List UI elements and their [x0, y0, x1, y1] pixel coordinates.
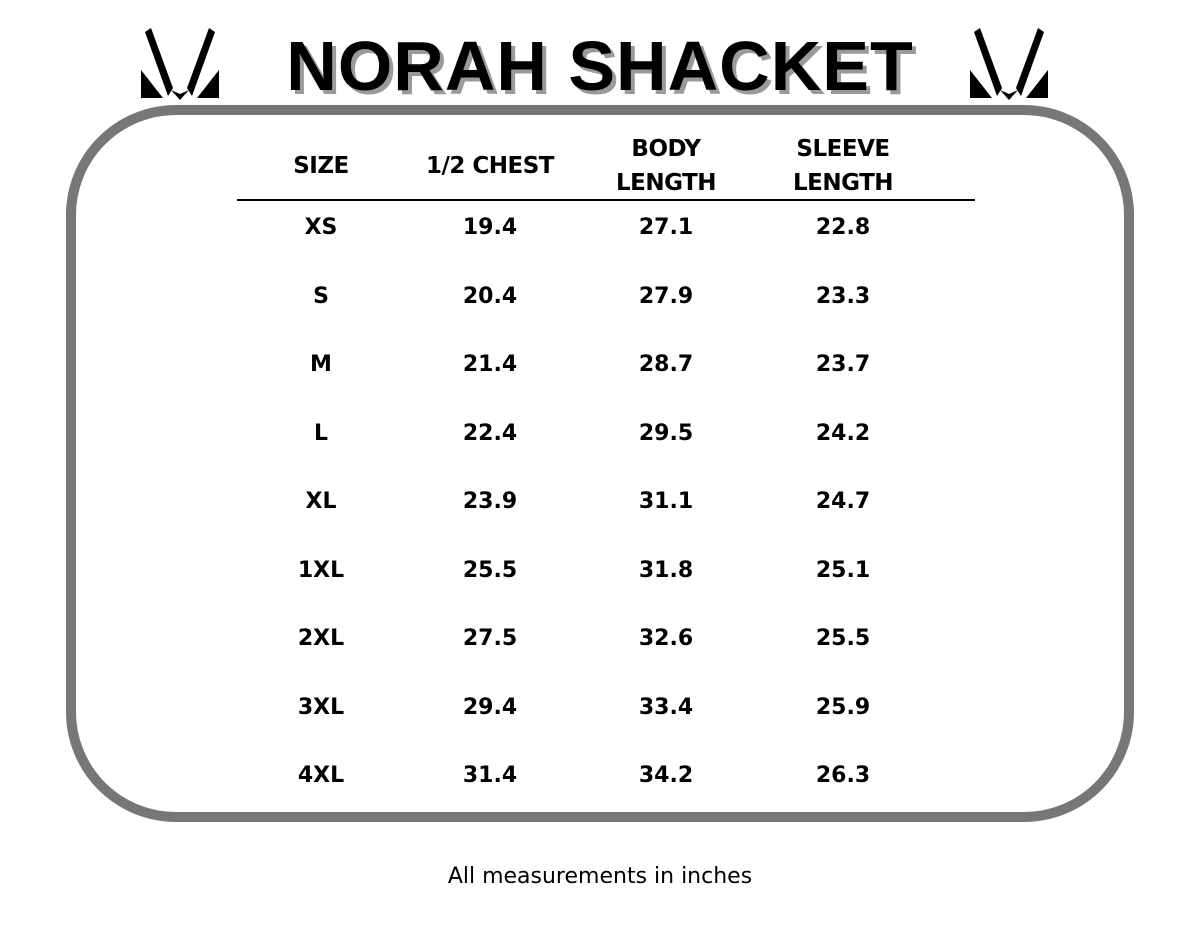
sleeve-length-cell: 25.9 — [815, 694, 871, 720]
header-line: LENGTH — [792, 170, 894, 196]
size-cell: 4XL — [297, 763, 345, 788]
half-chest-cell: 27.5 — [462, 626, 518, 651]
header-sleeve-length: SLEEVE LENGTH — [743, 132, 943, 200]
body-length-cell: 31.8 — [638, 557, 694, 583]
header-size: SIZE — [221, 149, 421, 183]
size-cell: L — [313, 420, 329, 446]
half-chest-cell: 21.4 — [462, 352, 518, 377]
half-chest-cell: 29.4 — [462, 694, 518, 720]
sleeve-length-cell: 26.3 — [815, 763, 871, 788]
size-cell: XS — [304, 215, 338, 240]
sleeve-length-cell: 23.7 — [815, 352, 871, 377]
sleeve-length-cell: 25.1 — [815, 557, 871, 583]
header-line: BODY — [631, 136, 701, 162]
size-cell: 3XL — [297, 694, 345, 720]
body-length-cell: 33.4 — [638, 694, 694, 720]
size-cell: M — [310, 352, 332, 377]
body-length-cell: 32.6 — [638, 626, 694, 651]
body-length-cell: 27.1 — [638, 215, 694, 240]
body-length-cell: 34.2 — [638, 763, 694, 788]
sleeve-length-cell: 24.7 — [815, 489, 871, 514]
logo-icon — [141, 28, 219, 100]
header-line: SIZE — [293, 153, 349, 179]
body-length-cell: 31.1 — [638, 489, 694, 514]
half-chest-cell: 31.4 — [462, 763, 518, 788]
page-title: NORAH SHACKET — [286, 27, 914, 105]
logo-icon — [970, 28, 1048, 100]
header-half-chest: 1/2 CHEST — [390, 149, 590, 183]
body-length-cell: 27.9 — [638, 283, 694, 309]
sleeve-length-cell: 24.2 — [815, 420, 871, 446]
half-chest-cell: 22.4 — [462, 420, 518, 446]
header-divider — [237, 199, 975, 201]
body-length-cell: 29.5 — [638, 420, 694, 446]
size-cell: S — [313, 283, 329, 309]
header-line: LENGTH — [615, 170, 717, 196]
size-cell: 2XL — [297, 626, 345, 651]
half-chest-cell: 23.9 — [462, 489, 518, 514]
half-chest-cell: 19.4 — [462, 215, 518, 240]
size-chart-frame — [66, 105, 1134, 822]
header-line: SLEEVE — [796, 136, 890, 162]
sleeve-length-cell: 22.8 — [815, 215, 871, 240]
size-cell: XL — [305, 489, 337, 514]
half-chest-cell: 20.4 — [462, 283, 518, 309]
half-chest-cell: 25.5 — [462, 557, 518, 583]
size-cell: 1XL — [297, 557, 345, 583]
measurement-note: All measurements in inches — [447, 864, 753, 889]
sleeve-length-cell: 23.3 — [815, 283, 871, 309]
header-body-length: BODY LENGTH — [566, 132, 766, 200]
header-line: 1/2 CHEST — [425, 153, 555, 179]
body-length-cell: 28.7 — [638, 352, 694, 377]
sleeve-length-cell: 25.5 — [815, 626, 871, 651]
